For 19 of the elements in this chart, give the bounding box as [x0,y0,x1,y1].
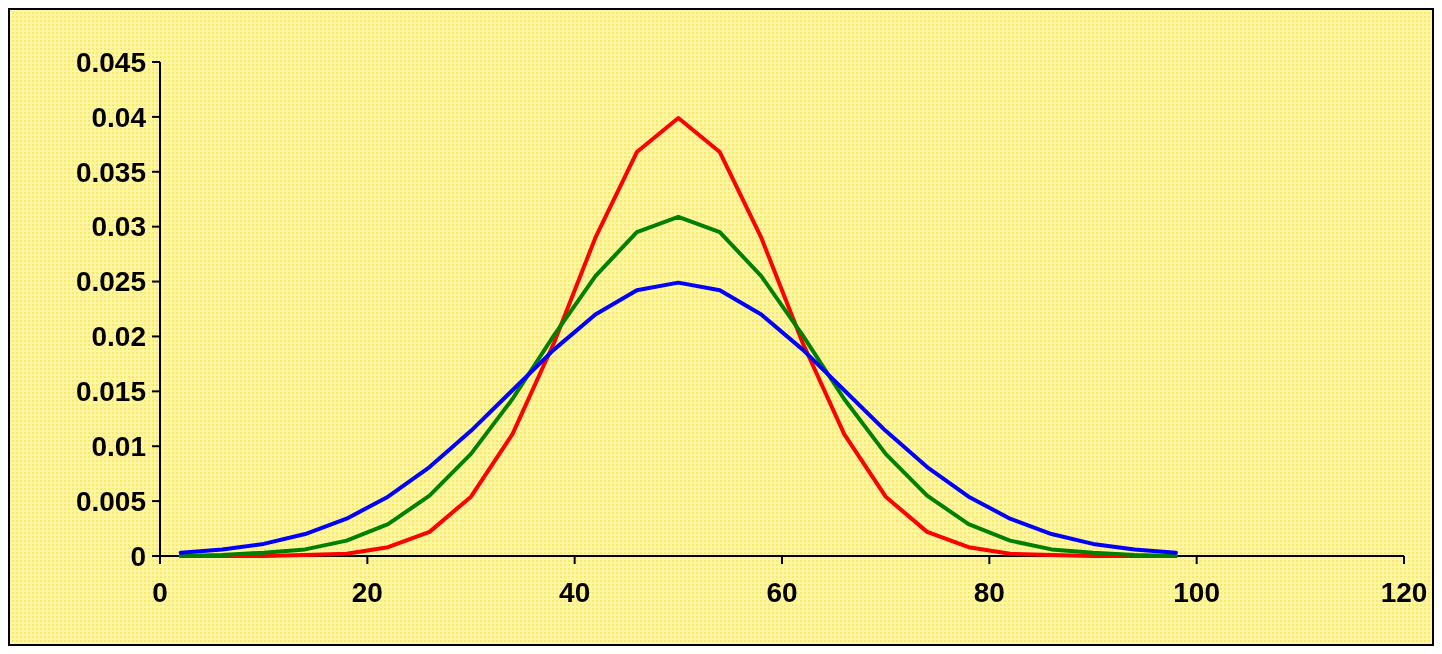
y-tick-label: 0.015 [75,376,146,408]
y-tick-label: 0.01 [91,431,146,463]
x-tick-label: 120 [1380,577,1428,608]
x-tick-label: 40 [559,577,591,608]
line-series [178,280,1178,555]
x-tick-label: 60 [766,577,798,608]
line-series [178,214,1178,558]
y-tick-label: 0.035 [75,156,146,188]
y-tick-label: 0 [130,540,146,572]
x-tick-label: 100 [1173,577,1221,608]
x-tick-label: 80 [973,577,1005,608]
y-tick-label: 0.03 [91,211,146,243]
y-tick-label: 0.005 [75,485,146,517]
y-tick-label: 0.045 [75,46,146,78]
x-tick-label: 20 [351,577,383,608]
y-tick-label: 0.025 [75,266,146,298]
y-tick-label: 0.04 [91,101,147,133]
x-tick-label: 0 [152,577,168,608]
y-tick-label: 0.02 [91,321,146,353]
